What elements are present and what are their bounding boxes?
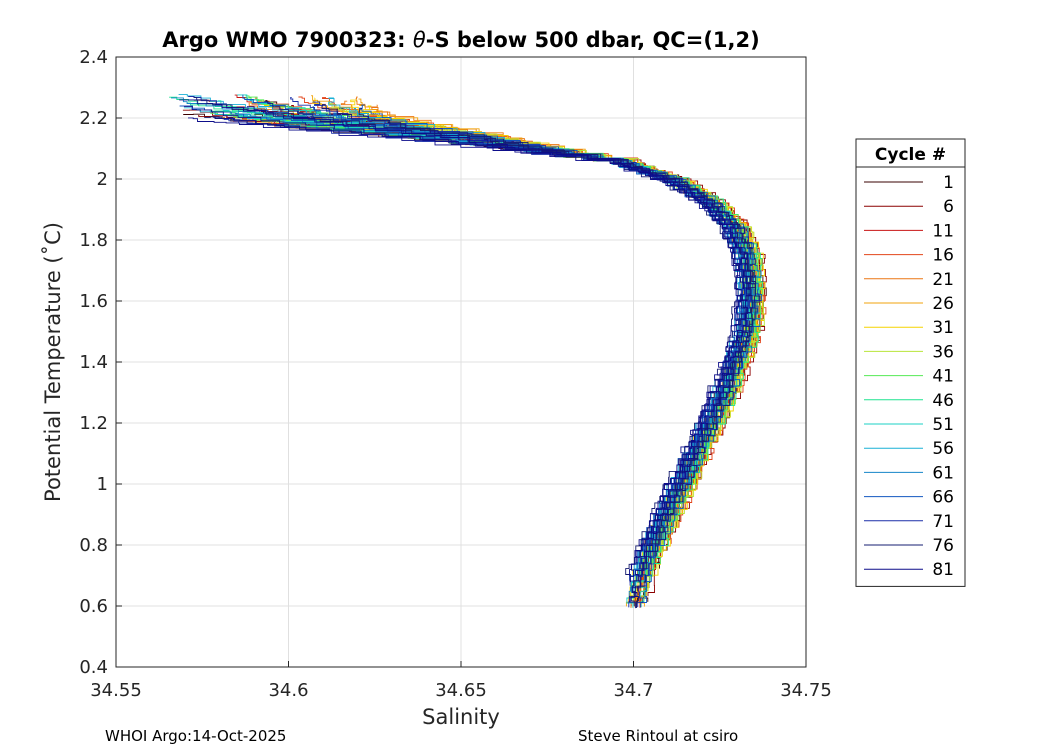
legend-label: 6 (943, 197, 954, 217)
y-tick-label: 2.4 (79, 47, 108, 68)
profile-line-cycle-21 (371, 104, 760, 576)
legend-label: 76 (932, 536, 954, 556)
y-tick-label: 2.2 (79, 108, 108, 129)
y-tick-label: 1 (97, 474, 108, 495)
x-tick-label: 34.7 (613, 680, 653, 701)
legend-label: 66 (932, 488, 954, 508)
legend-label: 1 (943, 173, 954, 193)
legend-box (855, 138, 966, 587)
profile-line-cycle-24 (355, 96, 762, 551)
profile-line-cycle-36 (346, 107, 760, 602)
chart-title: Argo WMO 7900323: θ-S below 500 dbar, QC… (162, 28, 759, 52)
x-tick-label: 34.65 (435, 680, 487, 701)
footer-left: WHOI Argo:14-Oct-2025 (105, 727, 286, 745)
profile-line-cycle-68 (312, 101, 752, 587)
y-tick-label: 1.4 (79, 352, 108, 373)
legend-label: 36 (932, 342, 954, 362)
legend-label: 21 (932, 270, 954, 290)
profile-line-cycle-23 (313, 99, 756, 603)
y-axis-ticks: 0.4 0.6 0.8 1 1.2 1.4 1.6 1.8 2 2.2 2.4 (79, 47, 122, 678)
legend-label: 56 (932, 439, 954, 459)
y-tick-label: 2 (97, 169, 108, 190)
profile-line-cycle-5 (337, 107, 760, 602)
y-tick-label: 1.8 (79, 230, 108, 251)
footer-right: Steve Rintoul at csiro (578, 727, 738, 745)
x-tick-label: 34.75 (780, 680, 832, 701)
legend-label: 46 (932, 391, 954, 411)
legend-label: 26 (932, 294, 954, 314)
profile-line-cycle-80 (188, 117, 743, 583)
legend-label: 61 (932, 463, 954, 483)
profile-line-cycle-26 (358, 98, 763, 564)
profile-line-cycle-25 (311, 95, 749, 607)
profile-line-cycle-74 (358, 108, 742, 583)
x-tick-label: 34.6 (268, 680, 308, 701)
profile-line-cycle-81 (179, 99, 748, 558)
y-tick-label: 1.2 (79, 413, 108, 434)
profile-line-cycle-30 (350, 99, 747, 602)
grid (115, 56, 807, 668)
legend-label: 71 (932, 512, 954, 532)
profile-line-cycle-64 (359, 104, 755, 582)
profile-line-cycle-22 (340, 100, 752, 608)
profile-line-cycle-34 (328, 102, 765, 545)
profile-line-cycle-78 (246, 106, 751, 609)
legend-label: 31 (932, 318, 954, 338)
x-axis-label: Salinity (422, 705, 500, 729)
legend-label: 81 (932, 560, 954, 580)
profile-line-cycle-76 (264, 100, 756, 608)
legend-label: 11 (932, 221, 954, 241)
x-axis-ticks: 34.55 34.6 34.65 34.7 34.75 (90, 661, 832, 701)
y-tick-label: 0.4 (79, 657, 108, 678)
profiles (169, 94, 767, 609)
x-tick-label: 34.55 (90, 680, 142, 701)
profile-line-cycle-63 (179, 105, 763, 608)
y-tick-label: 0.6 (79, 596, 108, 617)
y-tick-label: 1.6 (79, 291, 108, 312)
legend-label: 41 (932, 367, 954, 387)
legend-label: 51 (932, 415, 954, 435)
legend-title: Cycle # (875, 145, 946, 165)
legend-label: 16 (932, 246, 954, 266)
y-axis-label: Potential Temperature (˚C) (41, 222, 65, 502)
y-tick-label: 0.8 (79, 535, 108, 556)
